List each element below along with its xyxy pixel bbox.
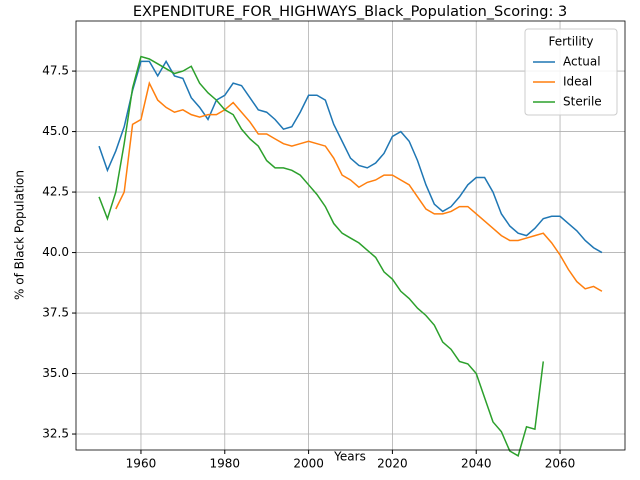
- chart-title: EXPENDITURE_FOR_HIGHWAYS_Black_Populatio…: [133, 4, 567, 20]
- plot-frame: [75, 20, 626, 451]
- x-tick-label: 2000: [293, 457, 324, 471]
- x-tick-label: 2040: [461, 457, 492, 471]
- y-axis-label: % of Black Population: [13, 170, 27, 300]
- y-tick-label: 42.5: [42, 185, 69, 199]
- y-tick-label: 45.0: [42, 124, 69, 138]
- x-tick-label: 1960: [126, 457, 157, 471]
- legend-title: Fertility: [548, 35, 593, 49]
- legend-label: Actual: [563, 55, 601, 69]
- line-series: [115, 80, 603, 292]
- y-tick-label: 47.5: [42, 64, 69, 78]
- legend-box: [524, 28, 618, 116]
- y-tick-label: 32.5: [42, 427, 69, 441]
- x-tick-label: 2020: [377, 457, 408, 471]
- line-series: [98, 55, 545, 457]
- y-tick-label: 40.0: [42, 245, 69, 259]
- y-tick-label: 35.0: [42, 366, 69, 380]
- y-tick-label: 37.5: [42, 306, 69, 320]
- x-tick-label: 2060: [545, 457, 576, 471]
- line-series: [98, 59, 603, 254]
- legend-label: Ideal: [563, 75, 592, 89]
- x-axis-label: Years: [333, 450, 366, 464]
- x-tick-label: 1980: [210, 457, 241, 471]
- legend-label: Sterile: [563, 95, 602, 109]
